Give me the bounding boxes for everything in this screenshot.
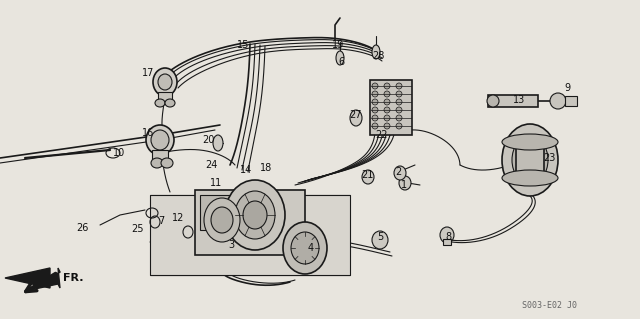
Bar [516, 142, 544, 178]
Bar [150, 195, 350, 275]
Bar [158, 92, 172, 102]
Text: 27: 27 [349, 110, 362, 120]
Bar [200, 195, 250, 230]
Polygon shape [5, 268, 50, 288]
Ellipse shape [384, 83, 390, 89]
Text: 24: 24 [205, 160, 217, 170]
Text: 1: 1 [401, 180, 407, 190]
Ellipse shape [204, 198, 240, 242]
Text: 11: 11 [210, 178, 222, 188]
Text: 3: 3 [228, 240, 234, 250]
Ellipse shape [396, 91, 402, 97]
Text: 9: 9 [564, 83, 570, 93]
Ellipse shape [396, 107, 402, 113]
Ellipse shape [151, 130, 169, 150]
Ellipse shape [550, 93, 566, 109]
Ellipse shape [384, 91, 390, 97]
Ellipse shape [235, 191, 275, 239]
Ellipse shape [350, 110, 362, 126]
Text: 2: 2 [395, 167, 401, 177]
Ellipse shape [502, 134, 558, 150]
Ellipse shape [146, 125, 174, 155]
Ellipse shape [396, 83, 402, 89]
Text: 26: 26 [76, 223, 88, 233]
Text: 20: 20 [202, 135, 214, 145]
Ellipse shape [153, 68, 177, 96]
Ellipse shape [502, 170, 558, 186]
Text: 22: 22 [376, 130, 388, 140]
Ellipse shape [502, 124, 558, 196]
Ellipse shape [372, 91, 378, 97]
Ellipse shape [396, 123, 402, 129]
Ellipse shape [336, 51, 344, 65]
Text: 15: 15 [237, 40, 249, 50]
Ellipse shape [372, 45, 380, 59]
Text: 14: 14 [240, 165, 252, 175]
Ellipse shape [213, 135, 223, 151]
Text: 19: 19 [332, 40, 344, 50]
Bar [488, 95, 538, 107]
Ellipse shape [161, 158, 173, 168]
Ellipse shape [372, 83, 378, 89]
Text: 12: 12 [172, 213, 184, 223]
Bar [443, 239, 451, 245]
Ellipse shape [522, 150, 538, 170]
Ellipse shape [384, 99, 390, 105]
Text: 7: 7 [158, 216, 164, 226]
Ellipse shape [283, 222, 327, 274]
Ellipse shape [396, 99, 402, 105]
Ellipse shape [399, 176, 411, 190]
Ellipse shape [384, 107, 390, 113]
Ellipse shape [211, 207, 233, 233]
Ellipse shape [372, 107, 378, 113]
Text: 18: 18 [260, 163, 272, 173]
Ellipse shape [362, 170, 374, 184]
Text: FR.: FR. [63, 273, 83, 283]
Ellipse shape [225, 180, 285, 250]
Text: 6: 6 [338, 57, 344, 67]
Text: S003-E02 J0: S003-E02 J0 [522, 301, 577, 310]
Text: 28: 28 [372, 51, 384, 61]
Ellipse shape [372, 231, 388, 249]
Polygon shape [30, 268, 60, 290]
Ellipse shape [512, 136, 548, 184]
Ellipse shape [440, 227, 454, 243]
Bar [370, 80, 412, 135]
Ellipse shape [372, 123, 378, 129]
Bar [195, 190, 305, 255]
Ellipse shape [291, 232, 319, 264]
Text: 5: 5 [377, 232, 383, 242]
Ellipse shape [372, 115, 378, 121]
Text: 17: 17 [142, 68, 154, 78]
Text: 23: 23 [543, 153, 555, 163]
Text: 25: 25 [132, 224, 144, 234]
Ellipse shape [155, 99, 165, 107]
Text: 21: 21 [361, 170, 373, 180]
Ellipse shape [487, 95, 499, 107]
Ellipse shape [151, 158, 163, 168]
Ellipse shape [384, 123, 390, 129]
Bar [152, 150, 168, 162]
Text: 4: 4 [308, 243, 314, 253]
Ellipse shape [158, 74, 172, 90]
Bar [565, 96, 577, 106]
Text: 16: 16 [142, 128, 154, 138]
Text: 10: 10 [113, 148, 125, 158]
Text: 13: 13 [513, 95, 525, 105]
Ellipse shape [396, 115, 402, 121]
Ellipse shape [243, 201, 267, 229]
Ellipse shape [165, 99, 175, 107]
Text: 8: 8 [445, 232, 451, 242]
Ellipse shape [384, 115, 390, 121]
Ellipse shape [394, 166, 406, 180]
Ellipse shape [372, 99, 378, 105]
